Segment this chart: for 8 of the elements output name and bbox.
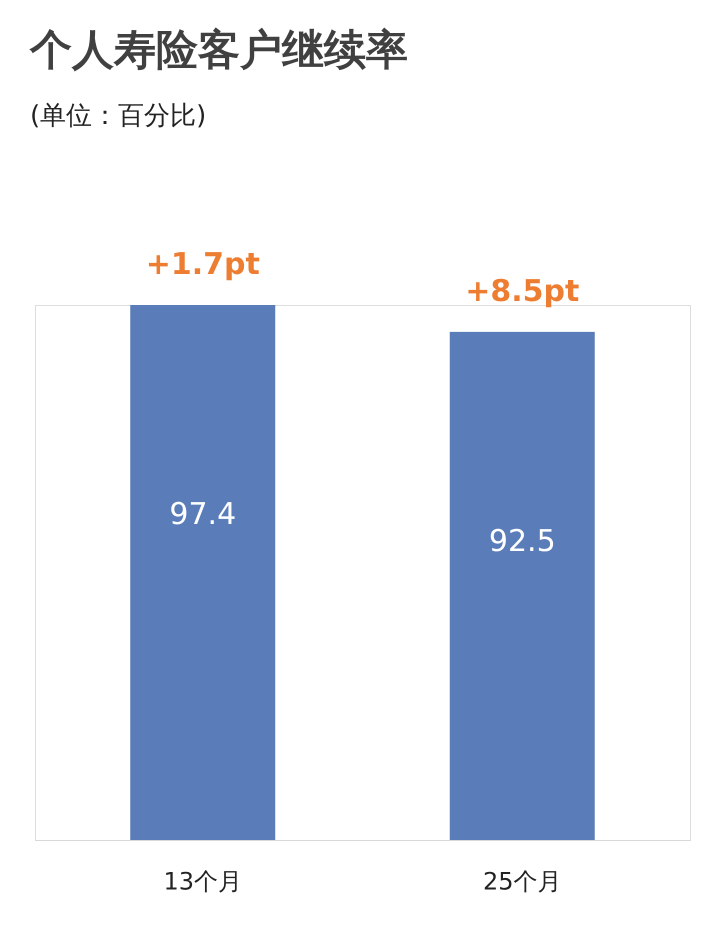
data-label: 92.5 (488, 524, 556, 559)
data-label: 97.4 (169, 497, 236, 532)
chart-subtitle: (单位：百分比) (30, 101, 206, 131)
annotation: +1.7pt (146, 247, 260, 282)
x-tick-label: 25个月 (482, 868, 562, 896)
chart-title: 个人寿险客户继续率 (29, 25, 408, 74)
annotation: +8.5pt (465, 274, 580, 309)
x-tick-label: 13个月 (163, 868, 242, 896)
